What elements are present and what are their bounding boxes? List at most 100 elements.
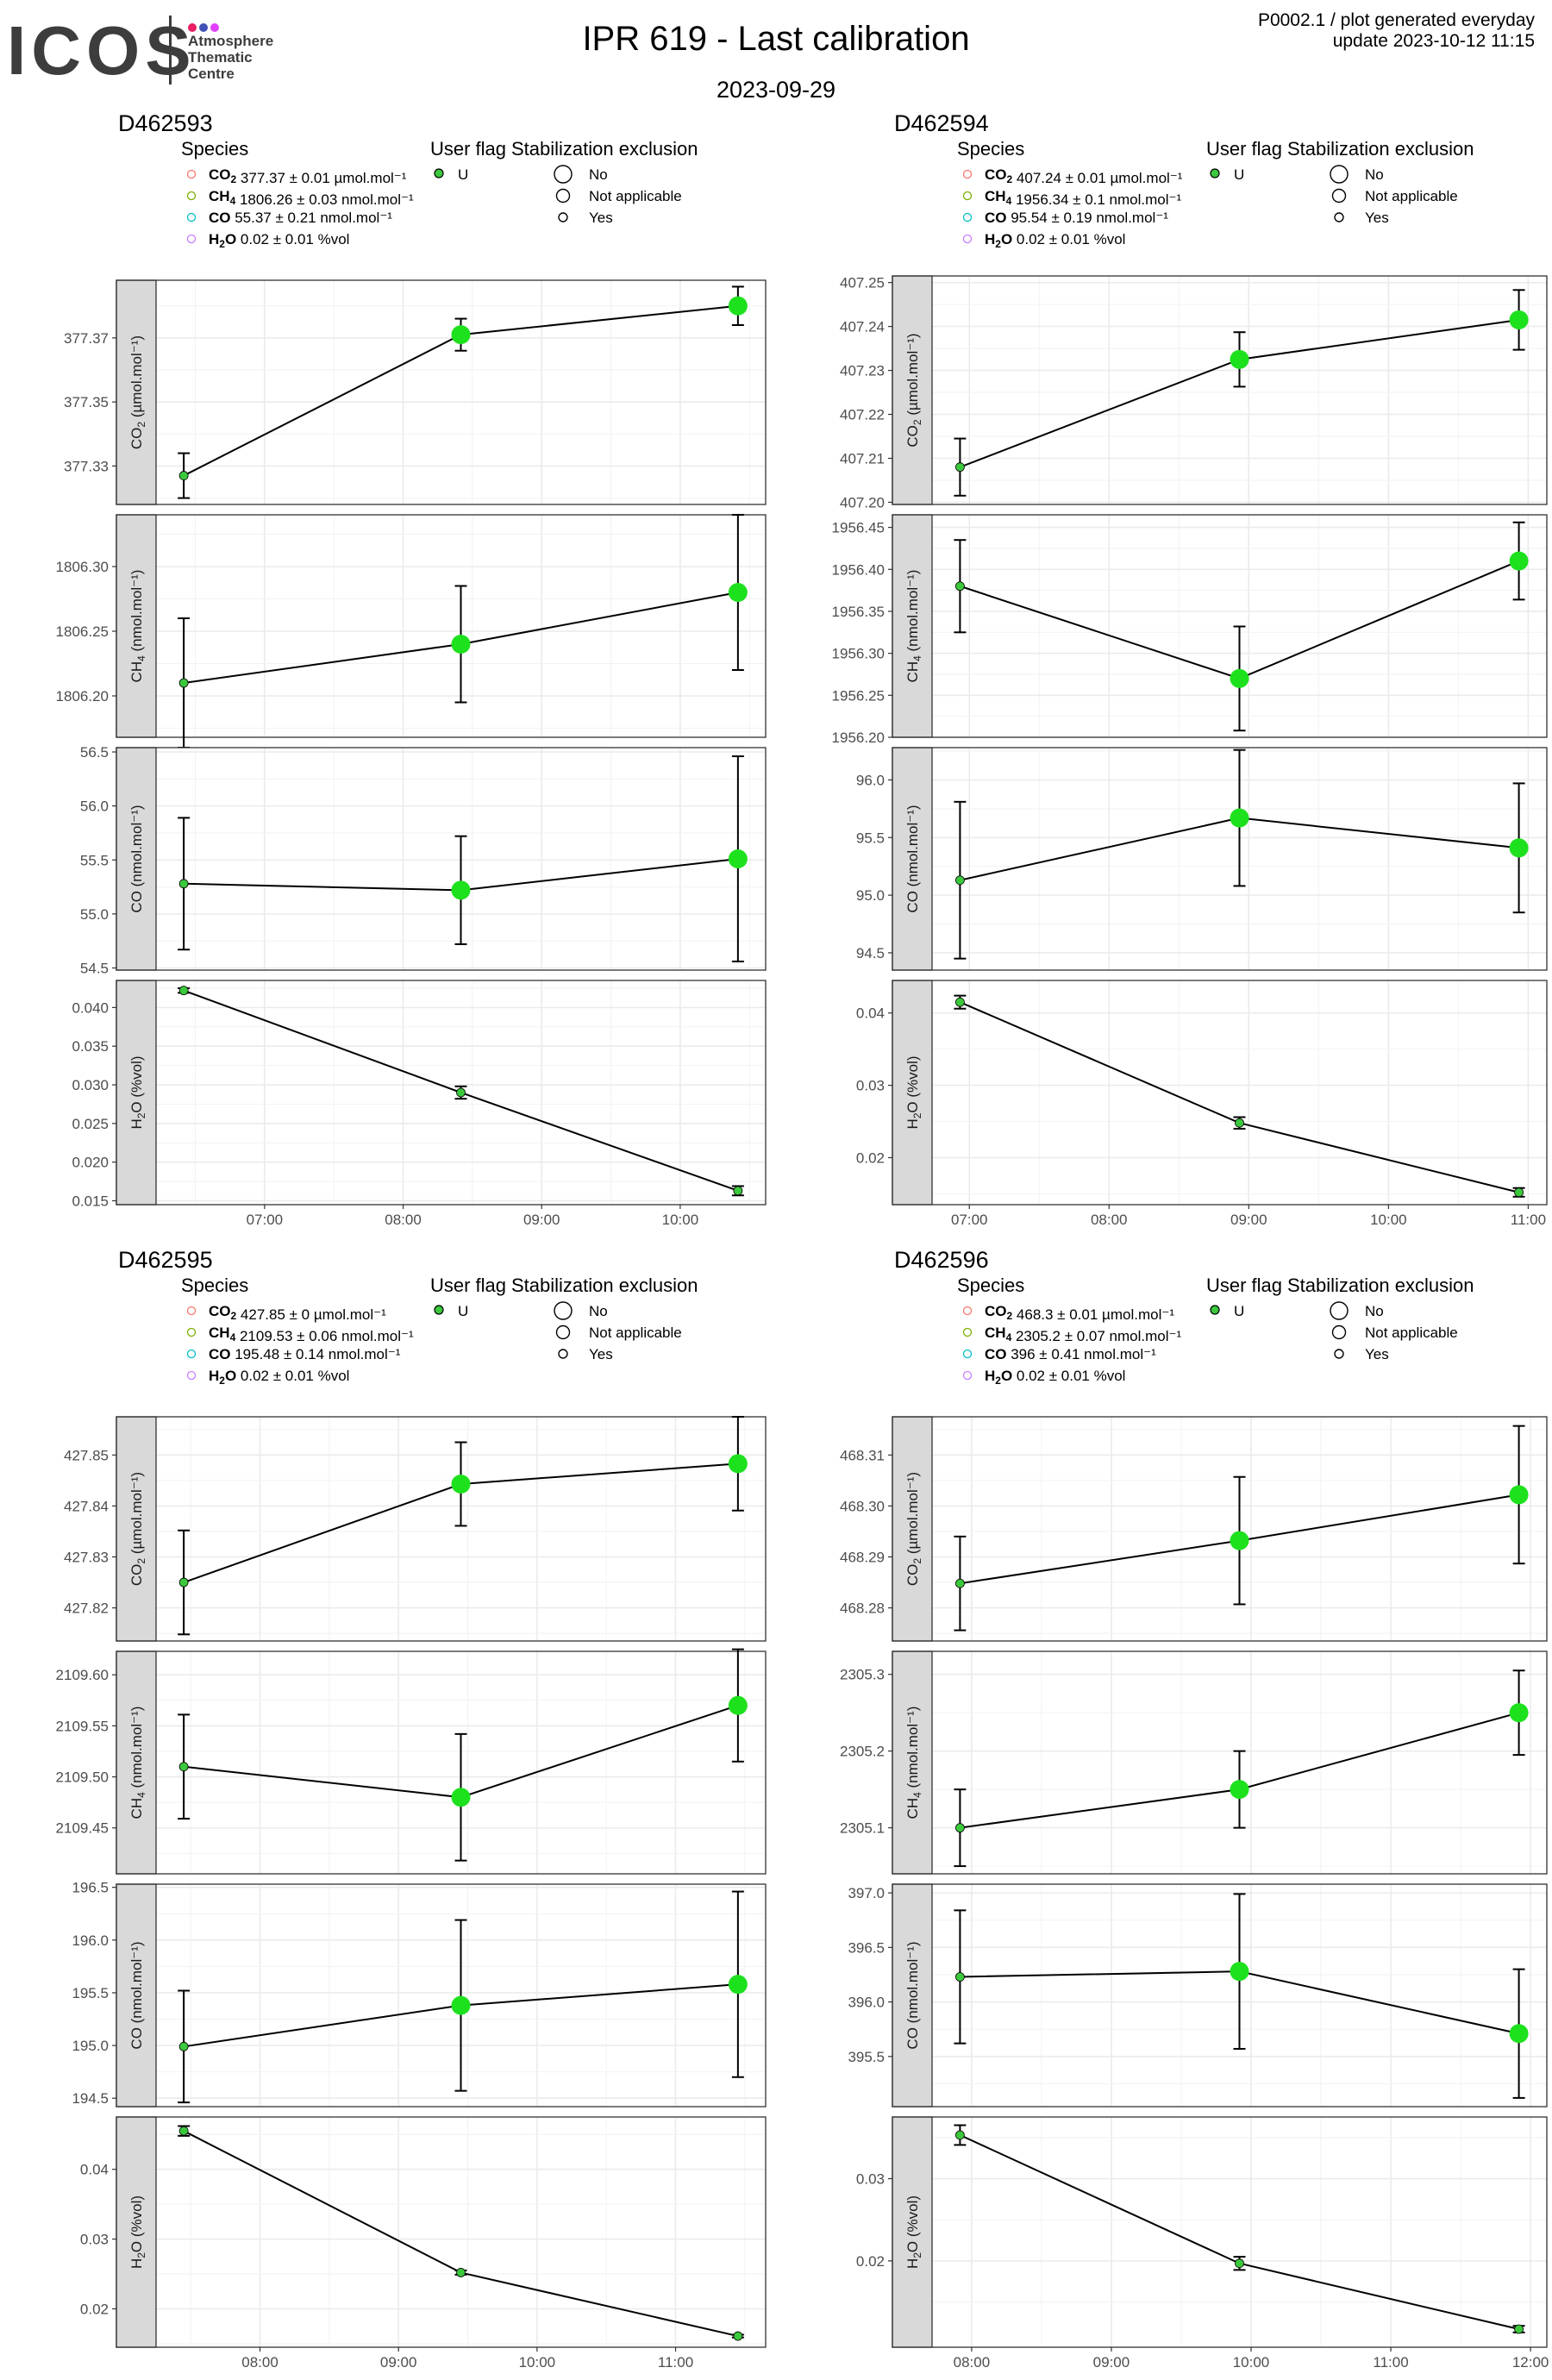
y-tick-label: 2109.50 (56, 1769, 109, 1786)
legend-stabilization-title: Stabilization exclusion (511, 138, 698, 160)
panel-border (116, 747, 767, 971)
y-tick-label: 0.030 (72, 1077, 109, 1093)
legend-species-key (962, 1349, 973, 1359)
facet-strip-label: CO2 (µmol.mol⁻¹) (904, 333, 923, 447)
x-tick-label: 10:00 (1370, 1212, 1407, 1228)
data-point (728, 1454, 748, 1474)
chart-legend: Species CO2 468.3 ± 0.01 µmol.mol⁻¹ CH4 23… (957, 1275, 1474, 1387)
y-tick-label: 2109.60 (56, 1667, 109, 1683)
legend-species-key (186, 1327, 197, 1337)
legend-stabilization-entry: Yes (1365, 1346, 1389, 1362)
logo-divider (169, 16, 172, 85)
facet-strip (116, 1650, 157, 1875)
legend-stabilization-entry: No (589, 1303, 608, 1319)
facet-strip-label: CH4 (nmol.mol⁻¹) (904, 570, 923, 683)
panel-CO2: 427.82 427.83 427.84 427.85 CO2 (µmol.mol⁻¹) (64, 1416, 767, 1642)
legend-species-key (962, 212, 973, 222)
y-tick-label: 55.0 (80, 906, 109, 923)
panel-CO: 395.5 396.0 396.5 397.0 CO (nmol.mol⁻¹) (848, 1883, 1548, 2108)
legend-stabilization-entry: Yes (1365, 210, 1389, 226)
y-tick-label: 468.29 (840, 1550, 885, 1566)
legend-stabilization-key (554, 165, 573, 184)
legend-species-key (186, 1349, 197, 1359)
logo-dot-pink (188, 23, 197, 32)
y-tick-label: 1956.40 (832, 561, 885, 578)
data-point (1230, 668, 1249, 688)
data-point (1509, 838, 1529, 858)
y-tick-label: 468.30 (840, 1498, 885, 1514)
legend-stabilization-entry: No (589, 166, 608, 183)
legend-species-entry: CO 95.54 ± 0.19 nmol.mol⁻¹ (985, 210, 1168, 226)
data-point (178, 678, 189, 688)
legend-stabilization-title: Stabilization exclusion (511, 1275, 698, 1296)
y-tick-label: 1956.45 (832, 520, 885, 536)
x-tick-label: 08:00 (1091, 1212, 1128, 1228)
y-tick-label: 0.03 (856, 1078, 885, 1094)
legend-user-flag-key (1210, 1305, 1220, 1315)
legend-user-flag-key (434, 168, 444, 178)
y-tick-label: 1956.25 (832, 687, 885, 704)
y-tick-label: 196.5 (72, 1880, 109, 1896)
legend-species-key (186, 1306, 197, 1316)
y-tick-label: 1806.25 (56, 623, 109, 640)
legend-stabilization-key (1334, 1349, 1344, 1359)
y-tick-label: 407.21 (840, 450, 885, 467)
logo-wordmark: ICOS (7, 12, 197, 89)
legend-species-entry: CO2 377.37 ± 0.01 µmol.mol⁻¹ (209, 166, 407, 186)
x-tick-label: 07:00 (247, 1212, 284, 1228)
page-header: ICOS Atmosphere Thematic Centre IPR 619 … (0, 0, 1552, 103)
legend-stabilization-key (1331, 1325, 1347, 1340)
panel-background (156, 2117, 766, 2347)
facet-strip (892, 275, 933, 505)
y-tick-label: 0.035 (72, 1038, 109, 1055)
legend-species-key (962, 1306, 973, 1316)
y-tick-label: 407.24 (840, 319, 885, 335)
data-point (955, 875, 965, 886)
y-tick-label: 195.5 (72, 1985, 109, 2001)
facet-strip-label: H2O (%vol) (128, 2195, 147, 2269)
panel-border (116, 514, 767, 738)
legend-species-key (962, 191, 973, 201)
data-point (456, 2268, 466, 2277)
legend-user-flag-title: User flag (430, 138, 506, 160)
logo-subtitle: Atmosphere Thematic Centre (188, 33, 273, 82)
data-point (1514, 2324, 1524, 2334)
x-tick-label: 11:00 (658, 2354, 693, 2371)
data-point (728, 1975, 748, 1995)
legend-species-key (186, 191, 197, 201)
facet-strip (116, 1883, 157, 2108)
panel-CO: 54.5 55.0 55.5 56.0 56.5 CO (nmol.mol⁻¹) (80, 744, 767, 976)
legend-species-entry: CH4 1956.34 ± 0.1 nmol.mol⁻¹ (985, 188, 1181, 208)
legend-species-key (962, 1327, 973, 1337)
y-tick-label: 0.03 (80, 2232, 109, 2248)
legend-species-key (186, 169, 197, 179)
data-point (733, 2331, 743, 2341)
facet-strip-label: CO2 (µmol.mol⁻¹) (128, 1472, 147, 1586)
panel-H2O: 0.015 0.020 0.025 0.030 0.035 0.040 H2O (%vol)… (72, 980, 767, 1228)
legend-species-title: Species (181, 1275, 248, 1296)
page-title: IPR 619 - Last calibration (582, 20, 970, 58)
facet-strip-label: CO (nmol.mol⁻¹) (128, 805, 145, 912)
legend-stabilization-entry: Not applicable (589, 1325, 682, 1341)
chart-title: D462594 (894, 110, 989, 136)
legend-user-flag-entry: U (1234, 1303, 1244, 1319)
chart-legend: Species CO2 427.85 ± 0 µmol.mol⁻¹ CH4 2109… (181, 1275, 698, 1387)
logo-dots-icon (188, 21, 231, 33)
legend-user-flag-title: User flag (1206, 138, 1282, 160)
logo-dot-magenta (210, 23, 219, 32)
logo-dot-blue (199, 23, 208, 32)
facet-strip-label: CO (nmol.mol⁻¹) (128, 1941, 145, 2049)
y-tick-label: 194.5 (72, 2090, 109, 2107)
panel-background (156, 280, 766, 504)
y-tick-label: 407.20 (840, 494, 885, 510)
y-tick-label: 0.040 (72, 999, 109, 1016)
y-tick-label: 0.02 (856, 2253, 885, 2270)
y-tick-label: 56.0 (80, 799, 109, 815)
facet-strip (892, 980, 933, 1206)
panel-background (932, 276, 1547, 504)
plot-meta: P0002.1 / plot generated everyday update… (1258, 10, 1535, 52)
y-tick-label: 95.0 (856, 887, 885, 904)
legend-user-flag-title: User flag (430, 1275, 506, 1296)
panel-H2O: 0.02 0.03 0.04 H2O (%vol) 07:00 08:00 09:00 10:… (856, 980, 1548, 1228)
panel-border (116, 1883, 767, 2108)
